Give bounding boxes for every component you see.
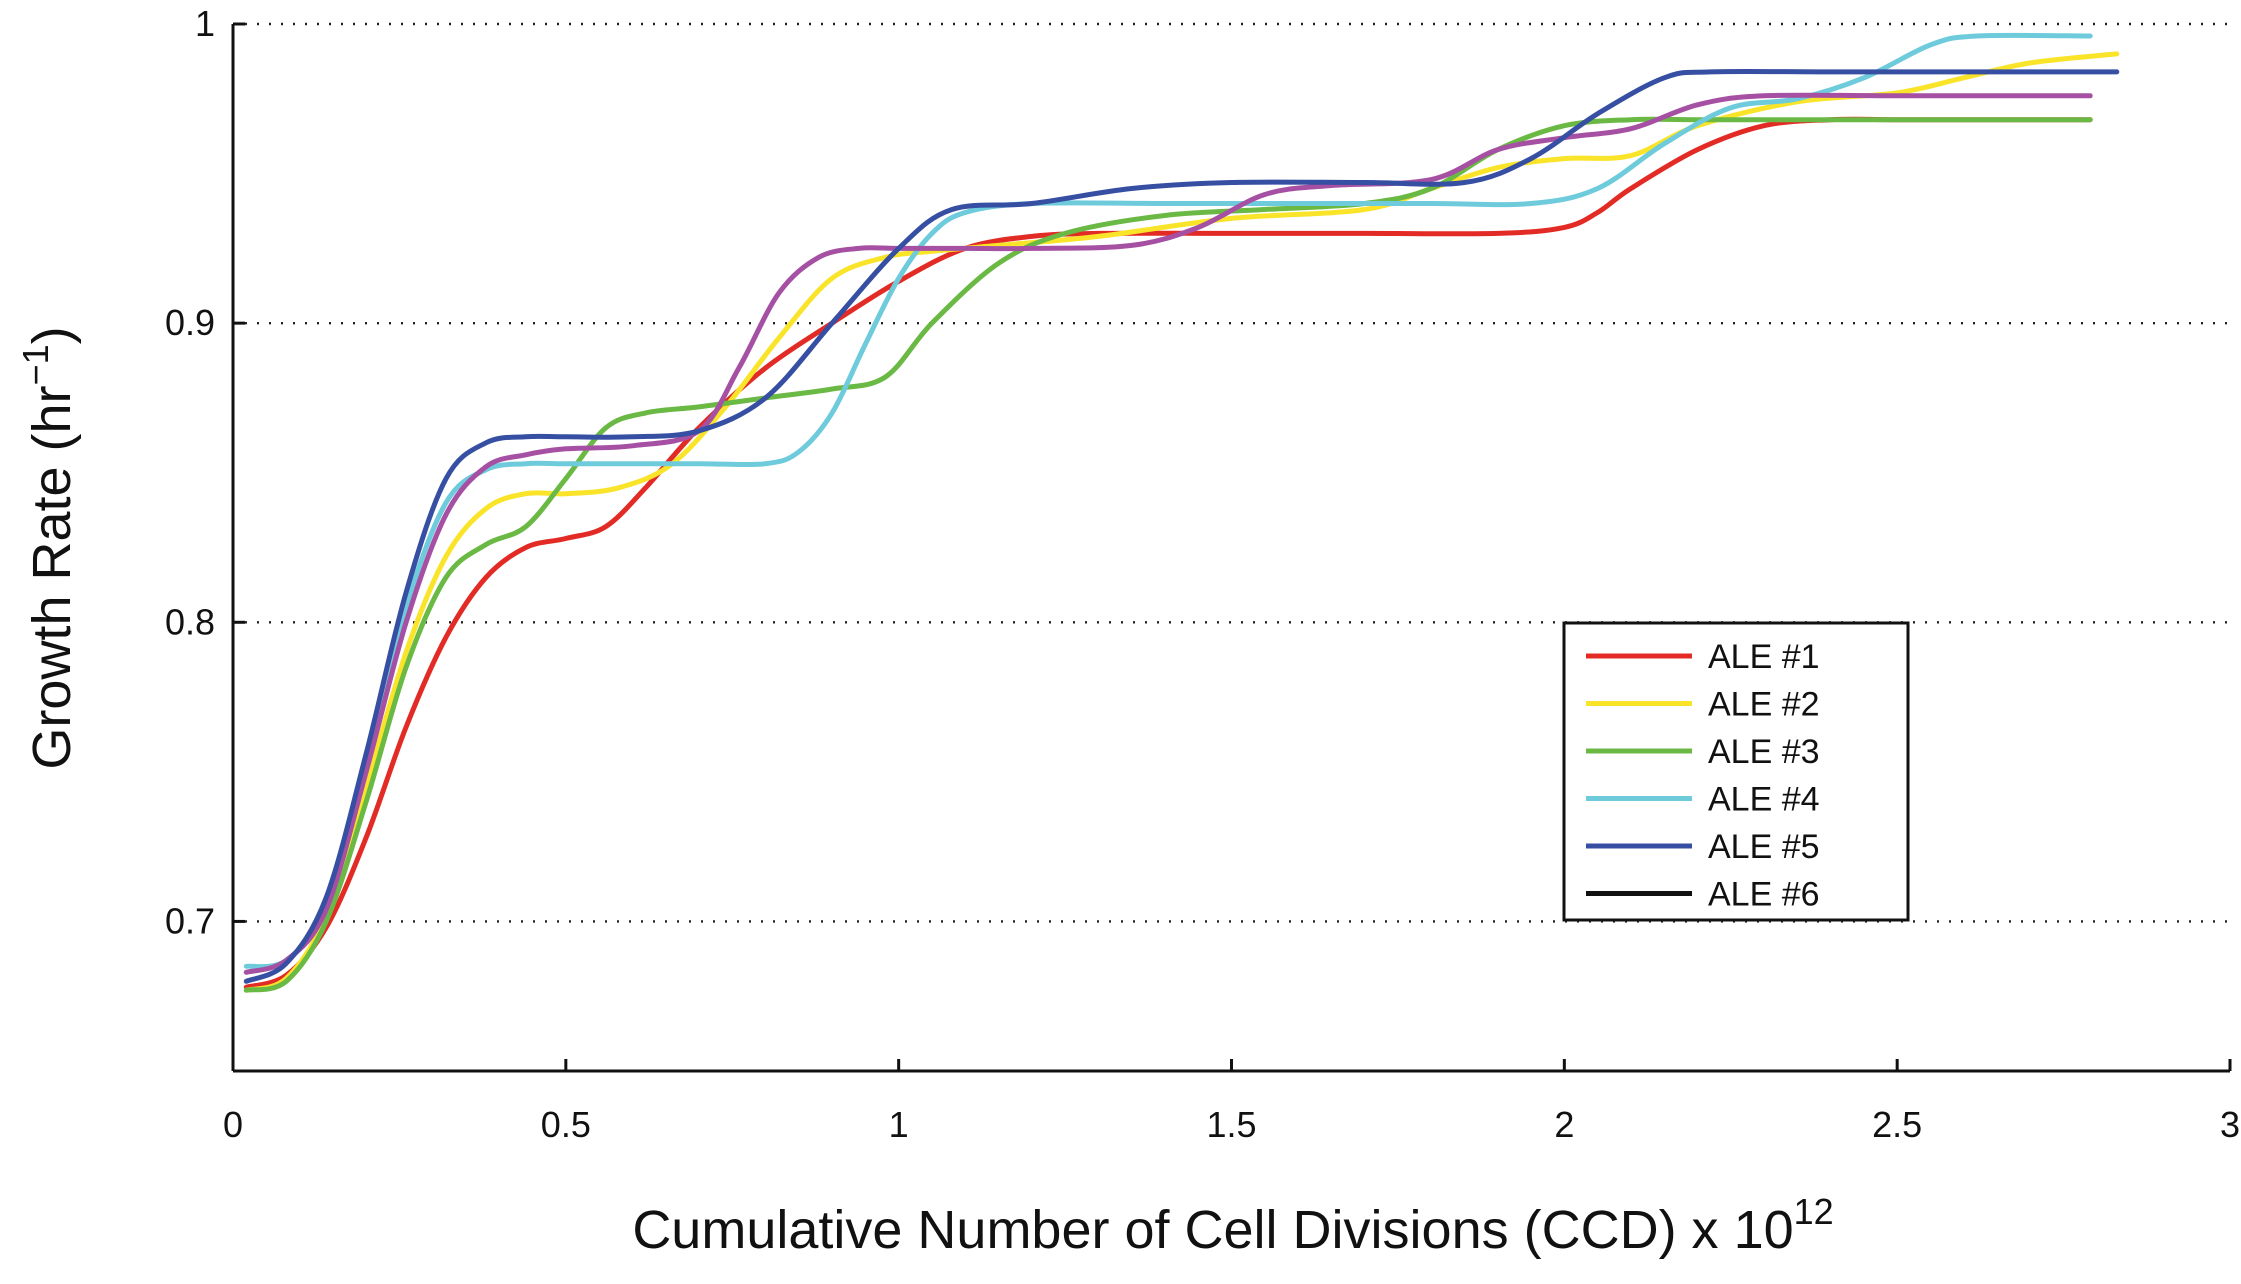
- series-line-ale-2: [243, 51, 2120, 993]
- y-tick-label: 0.8: [165, 601, 215, 642]
- x-tick-label: 2.5: [1872, 1104, 1922, 1145]
- x-axis-title: Cumulative Number of Cell Divisions (CCD…: [632, 1191, 1833, 1260]
- legend-box: [1562, 621, 1910, 922]
- y-tick-label: 0.7: [165, 900, 215, 941]
- series-line-ale-4: [243, 32, 2093, 970]
- legend: ALE #1 ALE #2 ALE #3 ALE #4 ALE #5 ALE #6: [1562, 621, 1910, 922]
- x-tick-label: 2: [1554, 1104, 1574, 1145]
- legend-label-ale-5: ALE #5: [1708, 828, 1820, 866]
- tick-labels: 0.7 0.8 0.9 1 0 0.5 1 1.5 2 2.5 3: [165, 3, 2240, 1145]
- x-tick-label: 0.5: [541, 1104, 591, 1145]
- legend-items: ALE #1 ALE #2 ALE #3 ALE #4 ALE #5 ALE #6: [1586, 638, 1820, 914]
- legend-label-ale-2: ALE #2: [1708, 686, 1820, 724]
- series-line-ale-5: [243, 68, 2120, 984]
- x-tick-label: 1.5: [1206, 1104, 1256, 1145]
- gridlines: [233, 22, 2230, 923]
- legend-label-ale-4: ALE #4: [1708, 781, 1820, 819]
- x-tick-label: 1: [889, 1104, 909, 1145]
- series-line-ale-3: [243, 116, 2093, 993]
- x-tick-label: 0: [223, 1104, 243, 1145]
- x-axis-exponent: 12: [1794, 1191, 1834, 1232]
- legend-label-ale-3: ALE #3: [1708, 733, 1820, 771]
- x-tick-label: 3: [2220, 1104, 2240, 1145]
- legend-label-ale-1: ALE #1: [1708, 638, 1820, 676]
- series-lines: [243, 32, 2120, 993]
- legend-label-ale-6: ALE #6: [1708, 876, 1820, 914]
- y-tick-label: 0.9: [165, 302, 215, 343]
- y-tick-label: 1: [195, 3, 215, 44]
- y-axis-exponent: −1: [15, 344, 56, 385]
- y-axis-title: Growth Rate (hr−1): [15, 326, 82, 769]
